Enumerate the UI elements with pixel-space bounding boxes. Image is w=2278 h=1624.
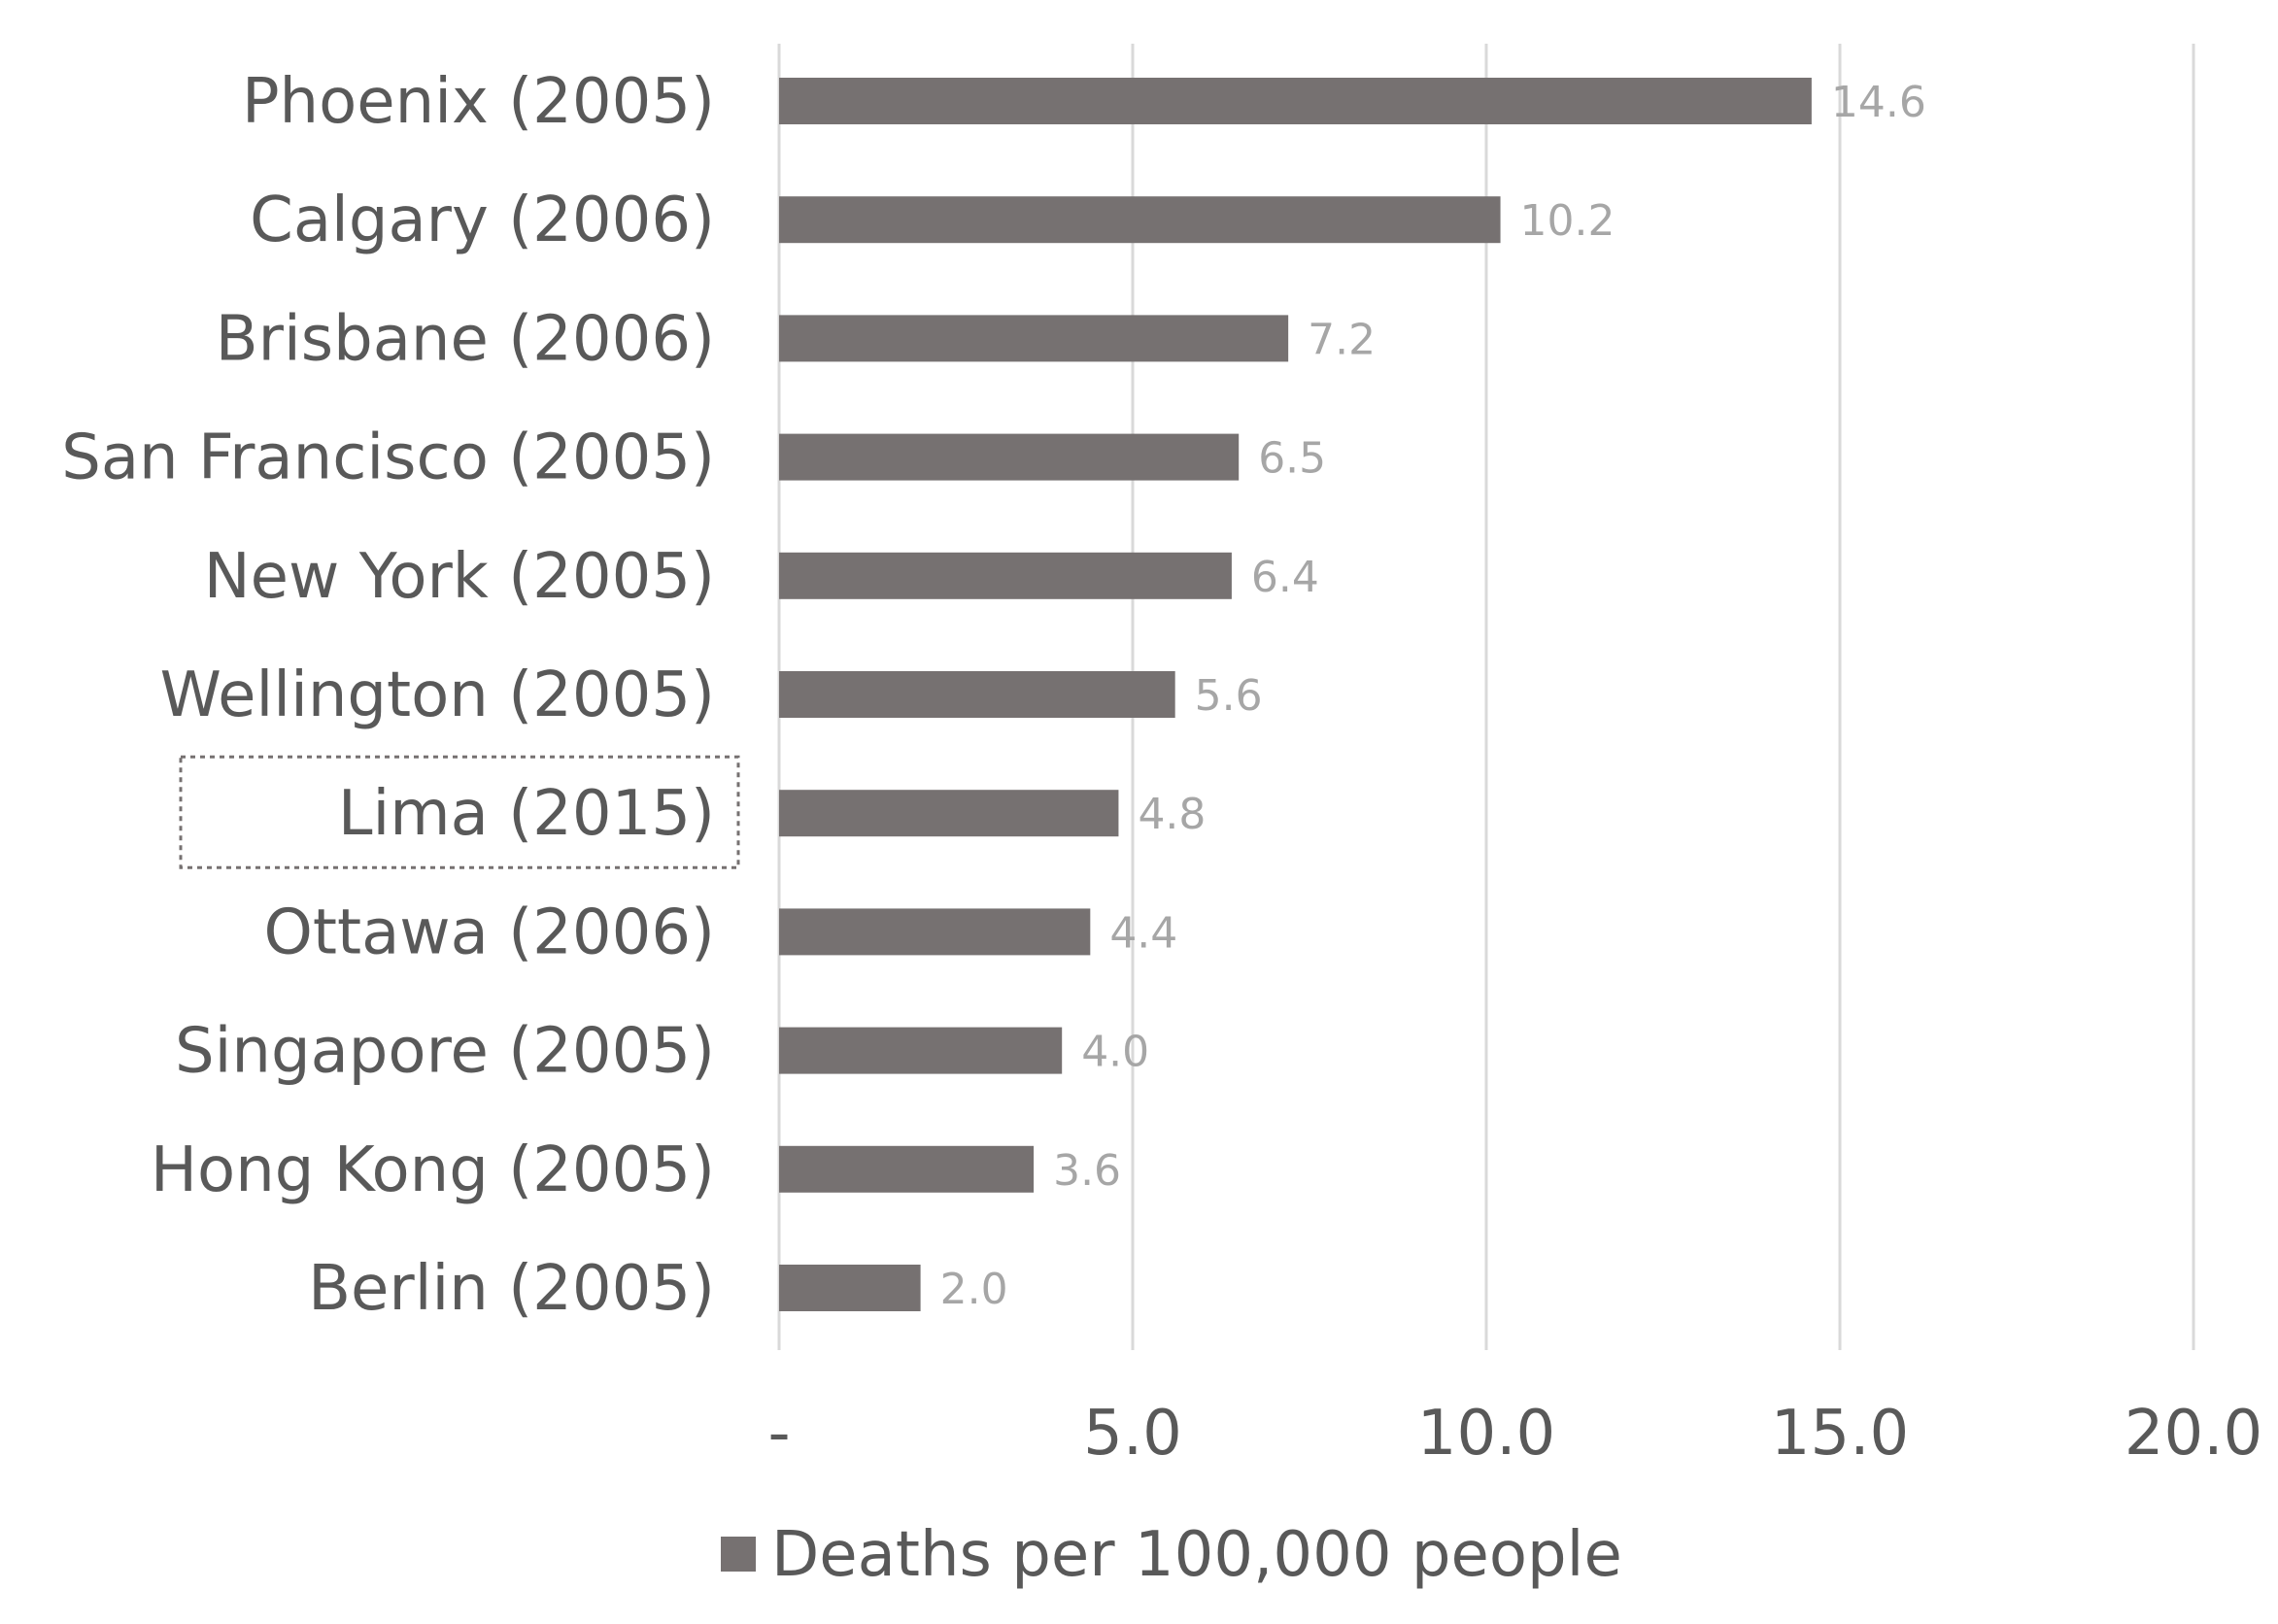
bar-san-francisco-2005	[779, 433, 1240, 481]
bar-singapore-2005	[779, 1027, 1063, 1074]
x-tick-label: -	[767, 1398, 790, 1470]
bar-ottawa-2006	[779, 908, 1091, 956]
gridlines	[777, 44, 2195, 1350]
legend-label: Deaths per 100,000 people	[771, 1519, 1622, 1591]
x-axis-tick-labels: - 5.0 10.0 15.0 20.0	[767, 1398, 2262, 1470]
category-label: New York (2005)	[204, 541, 715, 613]
bars	[779, 78, 1812, 1311]
x-tick-label: 15.0	[1771, 1398, 1910, 1470]
bar-phoenix-2005	[779, 78, 1812, 124]
category-label: Berlin (2005)	[308, 1253, 715, 1325]
value-label: 4.4	[1109, 908, 1177, 958]
bar-calgary-2006	[779, 196, 1501, 244]
category-label: Ottawa (2006)	[264, 897, 716, 968]
value-label: 5.6	[1195, 671, 1263, 721]
category-label: Phoenix (2005)	[242, 66, 715, 138]
bar-berlin-2005	[779, 1265, 921, 1311]
value-labels: 14.6 10.2 7.2 6.5 6.4 5.6 4.8 4.4 4.0 3.6 2.0	[940, 78, 1926, 1314]
legend: Deaths per 100,000 people	[721, 1519, 1622, 1591]
x-tick-label: 10.0	[1417, 1398, 1556, 1470]
value-label: 7.2	[1308, 315, 1376, 364]
category-label: Lima (2015)	[338, 778, 715, 850]
value-label: 6.5	[1258, 434, 1326, 484]
value-label: 3.6	[1053, 1146, 1121, 1196]
value-label: 2.0	[940, 1265, 1008, 1314]
value-label: 4.0	[1081, 1028, 1149, 1077]
category-label: Brisbane (2006)	[216, 303, 715, 375]
category-label: Singapore (2005)	[175, 1016, 715, 1088]
x-tick-label: 20.0	[2125, 1398, 2263, 1470]
bar-lima-2015	[779, 790, 1119, 837]
legend-swatch	[721, 1537, 756, 1572]
bar-new-york-2005	[779, 552, 1232, 599]
value-label: 14.6	[1831, 78, 1926, 127]
bar-hong-kong-2005	[779, 1145, 1035, 1193]
value-label: 4.8	[1138, 790, 1206, 839]
category-selection-box	[179, 755, 740, 869]
category-labels: Phoenix (2005) Calgary (2006) Brisbane (20…	[61, 66, 715, 1325]
category-label: Wellington (2005)	[160, 660, 715, 731]
x-tick-label: 5.0	[1083, 1398, 1182, 1470]
category-label: San Francisco (2005)	[61, 423, 715, 494]
bar-brisbane-2006	[779, 315, 1289, 362]
category-label: Hong Kong (2005)	[151, 1134, 715, 1206]
category-label: Calgary (2006)	[250, 185, 715, 256]
bar-wellington-2005	[779, 671, 1175, 718]
value-label: 6.4	[1251, 553, 1319, 602]
value-label: 10.2	[1520, 196, 1615, 246]
